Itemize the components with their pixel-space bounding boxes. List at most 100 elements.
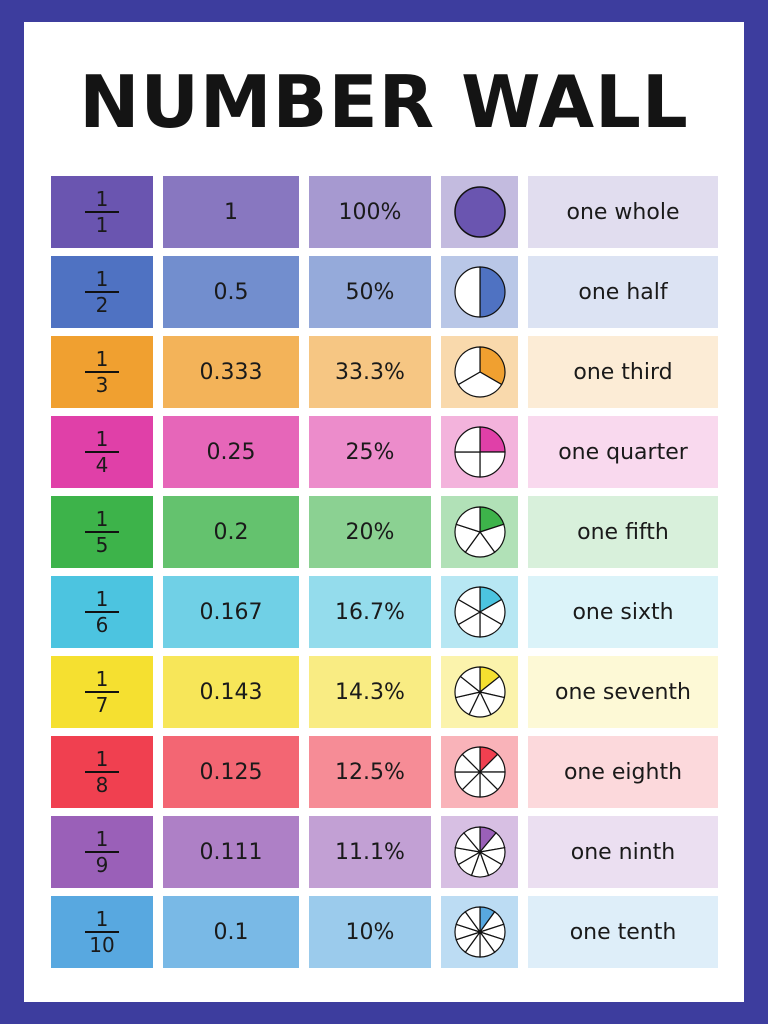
fraction-cell: 1 10: [51, 896, 153, 968]
name-cell: one tenth: [528, 896, 718, 968]
pie-icon: [453, 746, 506, 798]
icon-cell: [441, 816, 518, 888]
decimal: 0.5: [213, 279, 249, 305]
pie-icon: [453, 346, 506, 398]
decimal: 0.167: [199, 599, 263, 625]
decimal-cell: 0.25: [163, 416, 299, 488]
pie-slice: [460, 746, 481, 774]
fraction-name: one sixth: [572, 599, 674, 625]
cell-background: [163, 736, 299, 808]
numerator: 1: [95, 747, 109, 771]
cell-background: [528, 416, 718, 488]
fraction-bar: [85, 531, 119, 533]
decimal-cell: 0.167: [163, 576, 299, 648]
percent-cell: 12.5%: [309, 736, 431, 808]
decimal-cell: 0.5: [163, 256, 299, 328]
cell-background: [309, 256, 431, 328]
name-cell: one sixth: [528, 576, 718, 648]
cell-background: [163, 896, 299, 968]
pie-icon: [453, 426, 506, 478]
decimal-cell: 0.111: [163, 816, 299, 888]
fraction-bar: [85, 771, 119, 773]
percent-cell: 11.1%: [309, 816, 431, 888]
cell-background: [163, 336, 299, 408]
name-cell: one quarter: [528, 416, 718, 488]
pie-slice: [453, 451, 481, 478]
decimal: 0.25: [206, 439, 256, 465]
fraction-bar: [85, 371, 119, 373]
numerator: 1: [95, 347, 109, 371]
fraction-name: one eighth: [563, 759, 683, 785]
percent: 11.1%: [335, 839, 405, 865]
denominator: 2: [95, 293, 109, 317]
decimal-cell: 0.2: [163, 496, 299, 568]
pie-icon: [453, 666, 506, 718]
decimal: 0.2: [213, 519, 249, 545]
fraction: 1 10: [85, 907, 119, 957]
percent-cell: 16.7%: [309, 576, 431, 648]
percent-cell: 14.3%: [309, 656, 431, 728]
fraction-name: one tenth: [569, 919, 677, 945]
numerator: 1: [95, 427, 109, 451]
cell-background: [309, 576, 431, 648]
icon-cell: [441, 416, 518, 488]
decimal-cell: 0.143: [163, 656, 299, 728]
denominator: 9: [95, 853, 109, 877]
icon-cell: [441, 656, 518, 728]
icon-cell: [441, 496, 518, 568]
cell-background: [163, 256, 299, 328]
cell-background: [309, 416, 431, 488]
decimal: 0.333: [199, 359, 263, 385]
fraction-bar: [85, 931, 119, 933]
decimal: 0.125: [199, 759, 263, 785]
percent-cell: 33.3%: [309, 336, 431, 408]
pie-slice: [462, 826, 481, 854]
icon-cell: [441, 736, 518, 808]
cell-background: [309, 336, 431, 408]
fraction-name: one ninth: [570, 839, 676, 865]
fraction-name: one whole: [566, 199, 680, 225]
percent-cell: 100%: [309, 176, 431, 248]
numerator: 1: [95, 587, 109, 611]
pie-slice: [453, 346, 481, 386]
percent-cell: 50%: [309, 256, 431, 328]
fraction-name: one third: [573, 359, 673, 385]
name-cell: one eighth: [528, 736, 718, 808]
name-cell: one half: [528, 256, 718, 328]
percent-cell: 25%: [309, 416, 431, 488]
percent-cell: 10%: [309, 896, 431, 968]
decimal: 0.111: [199, 839, 263, 865]
pie-slice: [453, 426, 481, 453]
pie-slice: [457, 371, 502, 398]
pie-icon: [453, 826, 506, 878]
fraction-name: one quarter: [558, 439, 688, 465]
fraction-bar: [85, 691, 119, 693]
denominator: 1: [95, 213, 109, 237]
percent: 25%: [345, 439, 395, 465]
pie-icon: [453, 586, 506, 638]
denominator: 4: [95, 453, 109, 477]
fraction-bar: [85, 611, 119, 613]
cell-background: [163, 576, 299, 648]
cell-background: [309, 736, 431, 808]
name-cell: one fifth: [528, 496, 718, 568]
numerator: 1: [95, 907, 109, 931]
numerator: 1: [95, 667, 109, 691]
pie-icon: [453, 506, 506, 558]
cell-background: [163, 416, 299, 488]
pie-slice: [478, 266, 506, 318]
denominator: 6: [95, 613, 109, 637]
percent: 50%: [345, 279, 395, 305]
fraction-bar: [85, 451, 119, 453]
icon-cell: [441, 896, 518, 968]
